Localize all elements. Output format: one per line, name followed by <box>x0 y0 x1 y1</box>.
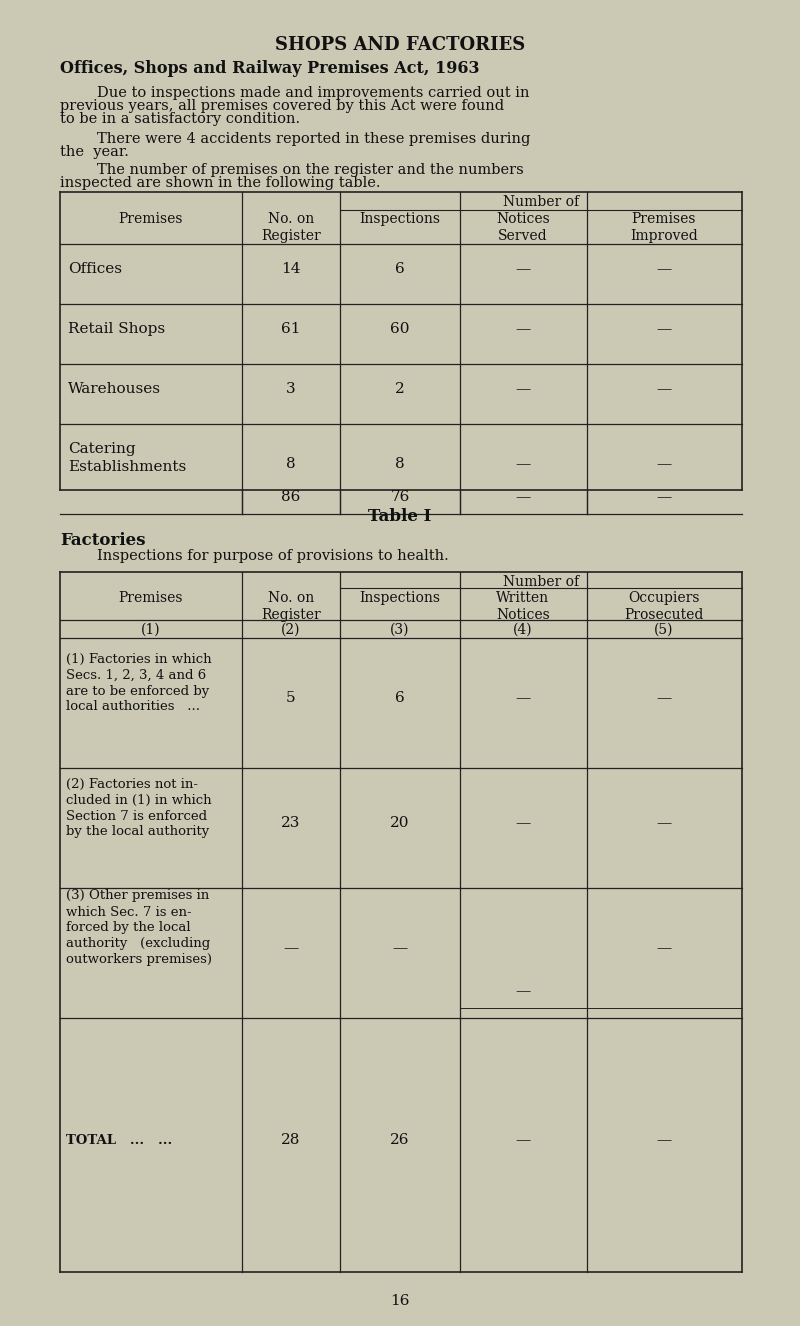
Text: Number of: Number of <box>503 575 579 589</box>
Text: to be in a satisfactory condition.: to be in a satisfactory condition. <box>60 111 300 126</box>
Text: No. on
Register: No. on Register <box>261 212 321 243</box>
Text: Table I: Table I <box>368 508 432 525</box>
Text: —: — <box>656 457 672 471</box>
Text: (3): (3) <box>390 623 410 636</box>
Text: 6: 6 <box>395 263 405 276</box>
Text: —: — <box>515 322 530 335</box>
Text: TOTAL   ...   ...: TOTAL ... ... <box>66 1134 172 1147</box>
Text: (2) Factories not in-
cluded in (1) in which
Section 7 is enforced
by the local : (2) Factories not in- cluded in (1) in w… <box>66 777 212 838</box>
Text: 8: 8 <box>395 457 405 471</box>
Text: —: — <box>656 263 672 276</box>
Text: —: — <box>656 1132 672 1147</box>
Text: (1): (1) <box>141 623 161 636</box>
Text: —: — <box>515 382 530 396</box>
Text: 3: 3 <box>286 382 296 396</box>
Text: the  year.: the year. <box>60 145 129 159</box>
Text: 61: 61 <box>282 322 301 335</box>
Text: —: — <box>515 984 530 998</box>
Text: There were 4 accidents reported in these premises during: There were 4 accidents reported in these… <box>60 133 530 146</box>
Text: Premises: Premises <box>118 591 183 605</box>
Text: Occupiers
Prosecuted: Occupiers Prosecuted <box>624 591 704 622</box>
Text: previous years, all premises covered by this Act were found: previous years, all premises covered by … <box>60 99 504 113</box>
Text: —: — <box>515 815 530 830</box>
Text: 2: 2 <box>395 382 405 396</box>
Text: Due to inspections made and improvements carried out in: Due to inspections made and improvements… <box>60 86 530 99</box>
Text: Factories: Factories <box>60 532 146 549</box>
Text: —: — <box>392 941 408 955</box>
Text: (3) Other premises in
which Sec. 7 is en-
forced by the local
authority   (exclu: (3) Other premises in which Sec. 7 is en… <box>66 890 212 967</box>
Text: —: — <box>515 263 530 276</box>
Text: (5): (5) <box>654 623 674 636</box>
Text: SHOPS AND FACTORIES: SHOPS AND FACTORIES <box>275 36 525 54</box>
Text: Inspections: Inspections <box>359 591 441 605</box>
Text: Catering
Establishments: Catering Establishments <box>68 443 186 473</box>
Text: Number of: Number of <box>503 195 579 210</box>
Text: 76: 76 <box>390 491 410 504</box>
Text: —: — <box>515 1132 530 1147</box>
Text: —: — <box>283 941 298 955</box>
Text: 86: 86 <box>282 491 301 504</box>
Text: —: — <box>515 457 530 471</box>
Text: Premises
Improved: Premises Improved <box>630 212 698 243</box>
Text: —: — <box>656 322 672 335</box>
Text: 6: 6 <box>395 691 405 705</box>
Text: No. on
Register: No. on Register <box>261 591 321 622</box>
Text: 23: 23 <box>282 815 301 830</box>
Text: —: — <box>656 491 672 504</box>
Text: Offices: Offices <box>68 263 122 276</box>
Text: (2): (2) <box>282 623 301 636</box>
Text: 28: 28 <box>282 1132 301 1147</box>
Text: Inspections for purpose of provisions to health.: Inspections for purpose of provisions to… <box>60 549 449 564</box>
Text: Offices, Shops and Railway Premises Act, 1963: Offices, Shops and Railway Premises Act,… <box>60 60 479 77</box>
Text: —: — <box>656 382 672 396</box>
Text: (1) Factories in which
Secs. 1, 2, 3, 4 and 6
are to be enforced by
local author: (1) Factories in which Secs. 1, 2, 3, 4 … <box>66 652 212 713</box>
Text: Notices
Served: Notices Served <box>496 212 550 243</box>
Text: 20: 20 <box>390 815 410 830</box>
Text: —: — <box>515 691 530 705</box>
Text: (4): (4) <box>513 623 533 636</box>
Text: —: — <box>656 691 672 705</box>
Text: —: — <box>656 815 672 830</box>
Text: 26: 26 <box>390 1132 410 1147</box>
Text: 16: 16 <box>390 1294 410 1307</box>
Text: Retail Shops: Retail Shops <box>68 322 165 335</box>
Text: 5: 5 <box>286 691 296 705</box>
Text: Inspections: Inspections <box>359 212 441 225</box>
Text: —: — <box>515 491 530 504</box>
Text: Premises: Premises <box>118 212 183 225</box>
Text: 14: 14 <box>282 263 301 276</box>
Text: Warehouses: Warehouses <box>68 382 161 396</box>
Text: The number of premises on the register and the numbers: The number of premises on the register a… <box>60 163 524 176</box>
Text: 60: 60 <box>390 322 410 335</box>
Text: Written
Notices: Written Notices <box>496 591 550 622</box>
Text: —: — <box>656 941 672 955</box>
Text: inspected are shown in the following table.: inspected are shown in the following tab… <box>60 176 381 190</box>
Text: 8: 8 <box>286 457 296 471</box>
